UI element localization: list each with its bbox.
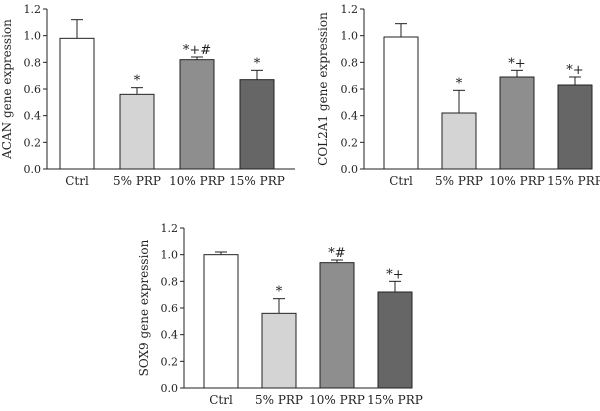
bar <box>59 37 95 170</box>
bar <box>383 36 419 170</box>
bar <box>203 254 239 389</box>
bar <box>499 76 535 170</box>
y-tick-label: 0.0 <box>24 163 42 176</box>
significance-label: *# <box>328 246 345 261</box>
y-tick-label: 1.2 <box>24 3 42 16</box>
y-tick-label: 0.2 <box>161 355 179 368</box>
y-tick-label: 0.6 <box>161 302 179 315</box>
y-tick-label: 1.0 <box>24 30 42 43</box>
category-label: Ctrl <box>389 174 413 188</box>
col2a1-chart-panel: Ctrl * 5% PRP *+ 10% PRP *+ 15% PRP 0.0 0.2 0.4 0.… <box>316 3 600 188</box>
significance-label: *+ <box>566 63 583 78</box>
bar <box>441 112 477 170</box>
y-tick-label: 0.0 <box>161 382 179 395</box>
bar <box>261 312 297 389</box>
category-label: 5% PRP <box>113 174 161 188</box>
y-tick-label: 0.4 <box>341 110 359 123</box>
y-axis-label: SOX9 gene expression <box>137 239 151 376</box>
y-tick-label: 0.8 <box>24 56 42 69</box>
bar <box>377 291 413 389</box>
y-tick-label: 0.0 <box>341 163 359 176</box>
significance-label: * <box>276 285 283 300</box>
significance-label: *+ <box>386 267 403 282</box>
category-label: 10% PRP <box>309 393 365 407</box>
significance-label: * <box>254 56 261 71</box>
y-tick-label: 1.0 <box>161 249 179 262</box>
acan-chart-panel: Ctrl * 5% PRP *+# 10% PRP * 15% PRP 0.0 0.2 0.4 0.… <box>0 3 295 188</box>
sox9-chart-panel: Ctrl * 5% PRP *# 10% PRP *+ 15% PRP 0.0 0.2 0.4 0.… <box>137 222 423 407</box>
y-tick-label: 0.8 <box>161 275 179 288</box>
y-tick-label: 0.2 <box>24 136 42 149</box>
category-label: 5% PRP <box>435 174 483 188</box>
bar <box>319 262 355 389</box>
y-tick-label: 0.4 <box>24 110 42 123</box>
bar <box>179 59 215 170</box>
y-axis-label: ACAN gene expression <box>0 19 14 160</box>
significance-label: *+# <box>183 43 211 58</box>
category-label: 15% PRP <box>367 393 423 407</box>
y-tick-label: 1.2 <box>341 3 359 16</box>
category-label: 5% PRP <box>255 393 303 407</box>
significance-label: *+ <box>508 56 525 71</box>
category-label: 15% PRP <box>547 174 600 188</box>
significance-label: * <box>456 76 463 91</box>
category-label: 10% PRP <box>169 174 225 188</box>
y-tick-label: 0.6 <box>24 83 42 96</box>
y-tick-label: 1.0 <box>341 30 359 43</box>
y-tick-label: 0.6 <box>341 83 359 96</box>
bar <box>119 93 155 170</box>
y-tick-label: 0.8 <box>341 56 359 69</box>
category-label: 15% PRP <box>229 174 285 188</box>
y-tick-label: 0.4 <box>161 329 179 342</box>
category-label: Ctrl <box>209 393 233 407</box>
category-label: Ctrl <box>65 174 89 188</box>
bar <box>557 84 593 170</box>
y-tick-label: 0.2 <box>341 136 359 149</box>
y-axis-label: COL2A1 gene expression <box>316 12 330 166</box>
bar <box>239 79 275 170</box>
y-tick-label: 1.2 <box>161 222 179 235</box>
significance-label: * <box>134 74 141 89</box>
category-label: 10% PRP <box>489 174 545 188</box>
